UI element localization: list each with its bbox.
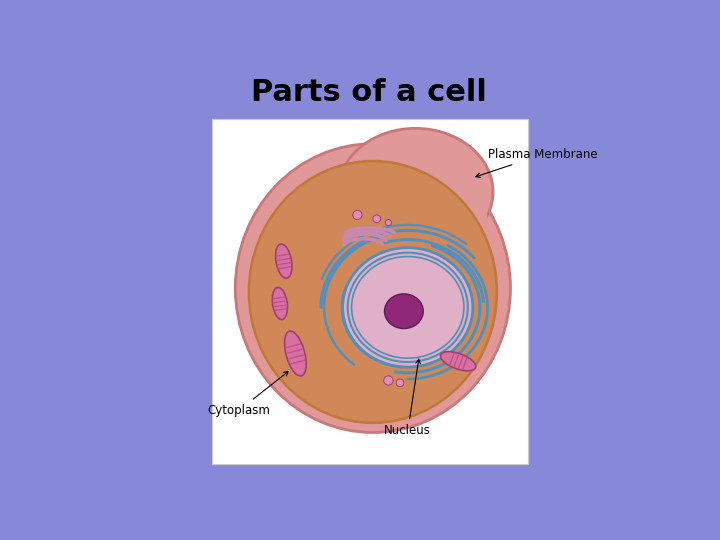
Ellipse shape — [343, 248, 473, 367]
Circle shape — [396, 379, 404, 387]
FancyBboxPatch shape — [212, 119, 528, 464]
Text: Plasma Membrane: Plasma Membrane — [476, 148, 597, 178]
Circle shape — [373, 215, 381, 222]
Circle shape — [385, 220, 392, 226]
Ellipse shape — [276, 244, 292, 278]
Text: Nucleus: Nucleus — [384, 359, 431, 437]
Ellipse shape — [384, 294, 423, 328]
Ellipse shape — [272, 287, 287, 320]
Ellipse shape — [338, 129, 493, 255]
Ellipse shape — [249, 161, 497, 423]
Text: Parts of a cell: Parts of a cell — [251, 78, 487, 107]
Text: Cytoplasm: Cytoplasm — [208, 372, 288, 416]
Ellipse shape — [303, 161, 489, 300]
Circle shape — [384, 376, 393, 385]
Ellipse shape — [235, 144, 510, 433]
Ellipse shape — [253, 166, 493, 421]
Circle shape — [353, 211, 362, 220]
Ellipse shape — [353, 257, 463, 357]
Ellipse shape — [441, 352, 476, 371]
Ellipse shape — [284, 331, 306, 376]
